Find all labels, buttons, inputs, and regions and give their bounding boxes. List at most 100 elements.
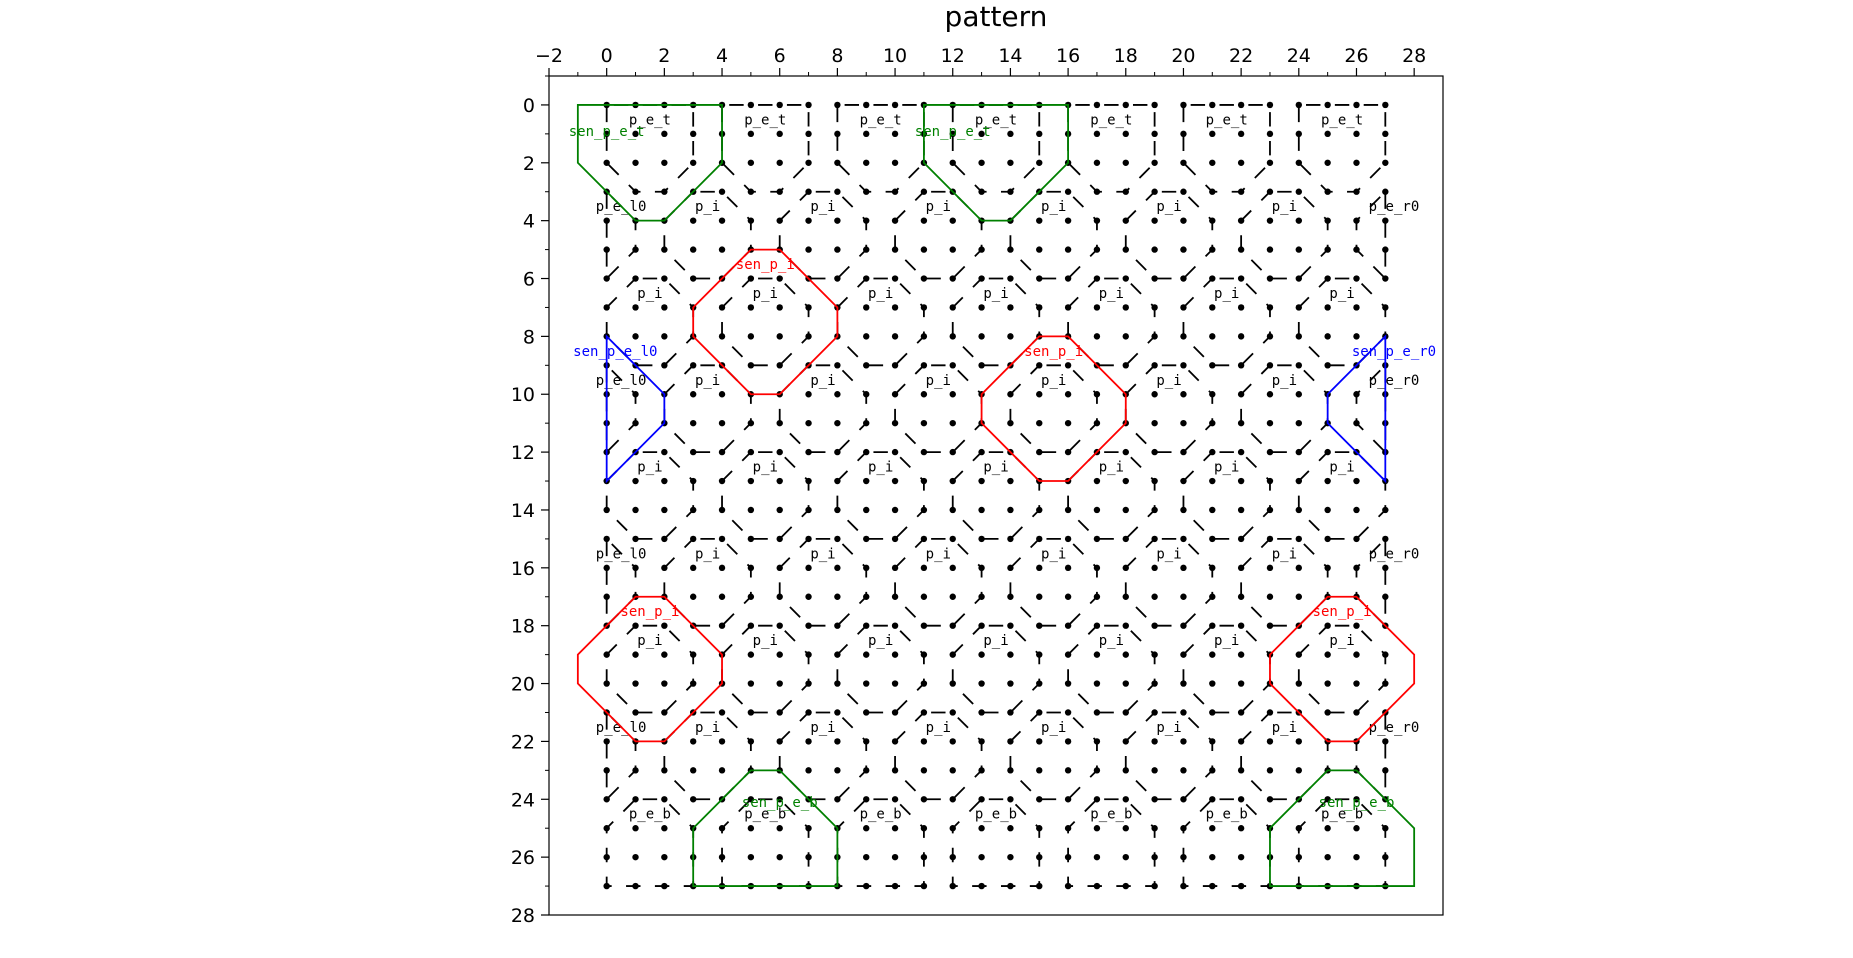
lattice-dot (863, 217, 870, 224)
lattice-dot (747, 101, 755, 109)
lattice-dot (1122, 304, 1129, 311)
lattice-dot (949, 304, 956, 311)
lattice-dot (1266, 477, 1274, 485)
lattice-dot (1036, 796, 1043, 803)
lattice-dot (891, 101, 899, 109)
lattice-dot (1036, 882, 1043, 890)
lattice-dot (689, 796, 697, 803)
tile-label: p_i (1041, 546, 1066, 562)
sensor-label: sen_p_e_l0 (573, 344, 657, 360)
tile-label: p_e_l0 (596, 373, 647, 389)
lattice-dot (1036, 391, 1043, 398)
lattice-dot (920, 217, 928, 224)
lattice-dot (1122, 651, 1129, 658)
lattice-dot (1151, 825, 1158, 832)
lattice-dot (1151, 419, 1158, 427)
lattice-dot (1064, 217, 1072, 224)
lattice-dot (1064, 709, 1072, 716)
lattice-dot (1209, 651, 1216, 658)
lattice-dot (949, 130, 956, 138)
lattice-dot (1151, 188, 1158, 195)
lattice-dot (1295, 853, 1303, 861)
lattice-dot (1064, 419, 1072, 427)
lattice-dot (747, 853, 755, 861)
lattice-dot (863, 738, 870, 745)
lattice-dot (834, 796, 841, 803)
lattice-dot (1151, 304, 1158, 311)
lattice-dot (1180, 275, 1187, 282)
lattice-dot (1295, 304, 1303, 311)
lattice-dot (920, 362, 928, 369)
lattice-dot (1064, 738, 1072, 745)
lattice-dot (1122, 622, 1129, 629)
lattice-dot (661, 159, 668, 166)
lattice-dot (632, 535, 639, 543)
lattice-dot (1007, 535, 1014, 543)
y-tick-label: 14 (511, 500, 535, 522)
lattice-dot (978, 188, 985, 195)
sensor-label: sen_p_e_r0 (1352, 344, 1436, 360)
lattice-dot (1237, 593, 1245, 600)
lattice-dot (891, 362, 899, 369)
lattice-dot (863, 304, 870, 311)
lattice-dot (834, 622, 841, 629)
lattice-dot (1151, 448, 1158, 456)
lattice-dot (863, 419, 870, 427)
sensors: sen_p_e_t sen_p_e_t sen_p_i sen_p_i sen_p_e_… (569, 104, 1436, 887)
lattice-dot (920, 188, 928, 195)
x-tick-label: 0 (601, 45, 613, 67)
lattice-dot (1382, 246, 1389, 253)
lattice-dot (1353, 246, 1360, 253)
lattice-dot (1237, 188, 1245, 195)
lattice-dot (863, 680, 870, 687)
lattice-dot (1093, 304, 1101, 311)
lattice-dot (1209, 709, 1216, 716)
lattice-dot (863, 796, 870, 803)
lattice-dot (863, 448, 870, 456)
lattice-dot (1295, 188, 1303, 195)
tile-label: p_e_t (629, 112, 671, 128)
x-tick-label: 18 (1114, 45, 1138, 67)
lattice-dot (1036, 651, 1043, 658)
lattice-dot (1209, 738, 1216, 745)
lattice-dot (1007, 477, 1014, 485)
lattice-dot (661, 535, 668, 543)
lattice-dot (805, 564, 812, 572)
lattice-dot (1151, 680, 1158, 687)
lattice-dot (1180, 448, 1187, 456)
lattice-dot (1151, 130, 1158, 138)
lattice-dot (1151, 593, 1158, 600)
tile-label: p_i (926, 546, 951, 562)
x-tick-label: −2 (535, 45, 563, 67)
lattice-dot (1180, 535, 1187, 543)
lattice-dot (1122, 217, 1129, 224)
tile-outline (721, 277, 810, 367)
lattice-dot (949, 217, 956, 224)
lattice-dot (1353, 391, 1360, 398)
lattice-dot (1093, 709, 1101, 716)
lattice-dot (1151, 535, 1158, 543)
lattice-dot (891, 304, 899, 311)
lattice-dot (949, 593, 956, 600)
tile-label: p_i (810, 546, 835, 562)
lattice-dot (863, 564, 870, 572)
lattice-dot (891, 477, 899, 485)
lattice-dot (949, 419, 956, 427)
lattice-dot (978, 246, 985, 253)
tile-outline (1182, 277, 1271, 367)
lattice-dot (1122, 680, 1129, 687)
tile-label: p_e_b (975, 807, 1017, 823)
tile-outline (894, 711, 983, 801)
lattice-dot (1209, 362, 1216, 369)
tile-label: p_e_t (1206, 112, 1248, 128)
lattice-dot (1209, 188, 1216, 195)
lattice-dot (1237, 622, 1245, 629)
tile-outline (894, 538, 983, 627)
y-tick-label: 24 (511, 789, 535, 811)
lattice-dot (920, 593, 928, 600)
lattice-dot (689, 506, 697, 514)
lattice-dot (834, 419, 841, 427)
lattice-dot (632, 709, 639, 716)
lattice-dot (747, 796, 755, 803)
tile-label: p_e_t (744, 112, 786, 128)
